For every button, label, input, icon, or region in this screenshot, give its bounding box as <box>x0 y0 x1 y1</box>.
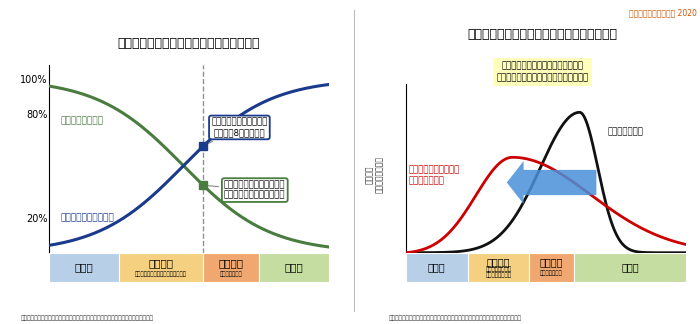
Text: 製品設計: 製品設計 <box>148 258 174 268</box>
Text: 工程設計以降の工程では、
設計変更の自由度が乏しい: 工程設計以降の工程では、 設計変更の自由度が乏しい <box>206 180 286 200</box>
Text: 企　画: 企 画 <box>428 262 446 272</box>
Text: フロントローディングによる作業負荷の軽減: フロントローディングによる作業負荷の軽減 <box>468 28 617 40</box>
Text: 製　造: 製 造 <box>621 262 639 272</box>
Text: 品質・コストの確定度: 品質・コストの確定度 <box>60 214 114 222</box>
Text: 従来の作業負荷: 従来の作業負荷 <box>608 127 643 136</box>
Text: （生産技術等）: （生産技術等） <box>540 270 563 276</box>
Bar <box>49 253 119 282</box>
Bar <box>259 253 329 282</box>
Bar <box>529 253 574 282</box>
Text: （機能設計、概要: （機能設計、概要 <box>485 267 512 272</box>
Text: 製　造: 製 造 <box>285 262 303 272</box>
Text: 設計、詳細設計）: 設計、詳細設計） <box>485 273 512 278</box>
Polygon shape <box>507 161 596 204</box>
Text: 製品設計: 製品設計 <box>486 257 510 267</box>
Text: （資料）日野三十四「エンジニアリング・チェーン・マネジメント」より経産省作成: （資料）日野三十四「エンジニアリング・チェーン・マネジメント」より経産省作成 <box>389 315 522 321</box>
Text: 出典：ものづくり白書 2020: 出典：ものづくり白書 2020 <box>629 8 696 17</box>
Bar <box>574 253 686 282</box>
Text: 設計力を強化して手戻りをなくし、
設計から生産までのリードタイムを短縮: 設計力を強化して手戻りをなくし、 設計から生産までのリードタイムを短縮 <box>496 62 589 82</box>
Bar <box>119 253 203 282</box>
Text: 仕様変更の自由度と品質・コストの確定度: 仕様変更の自由度と品質・コストの確定度 <box>118 37 260 50</box>
Text: 企画～製品設計で品質・
コストの8割が決まる: 企画～製品設計で品質・ コストの8割が決まる <box>206 118 267 145</box>
Text: （生産技術等）: （生産技術等） <box>220 271 242 276</box>
Bar <box>406 253 468 282</box>
Text: フロントローディング
による作業負荷: フロントローディング による作業負荷 <box>409 166 460 185</box>
Text: 工程設計: 工程設計 <box>540 257 564 267</box>
Text: 企　画: 企 画 <box>75 262 93 272</box>
Text: 設計変更の自由度: 設計変更の自由度 <box>60 116 103 125</box>
Text: 作業負荷
（コスト・工数）: 作業負荷 （コスト・工数） <box>365 156 384 193</box>
Bar <box>203 253 259 282</box>
Text: （機能設計、概要設計、詳細設計）: （機能設計、概要設計、詳細設計） <box>135 271 187 276</box>
Text: （資料）日野三十四「エンジニアリング・チェーン・マネジメント」より経産省作成: （資料）日野三十四「エンジニアリング・チェーン・マネジメント」より経産省作成 <box>21 315 154 321</box>
Text: 工程設計: 工程設計 <box>218 258 244 268</box>
Bar <box>468 253 529 282</box>
